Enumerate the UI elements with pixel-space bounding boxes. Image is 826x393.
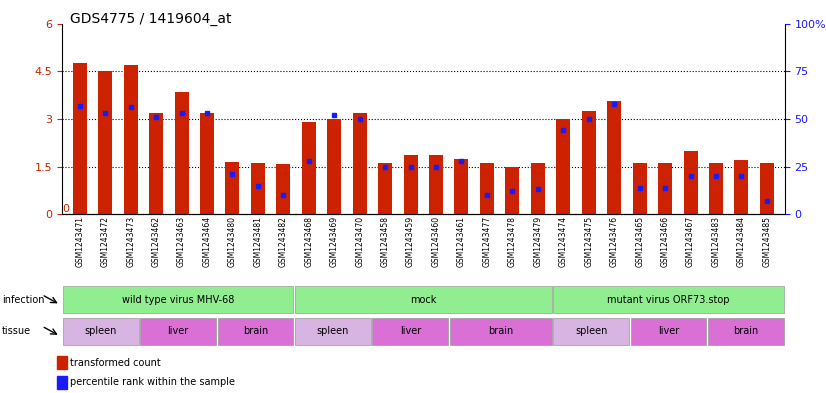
Bar: [150, 112, 163, 214]
Text: GSM1243478: GSM1243478: [508, 216, 517, 267]
Text: GSM1243459: GSM1243459: [406, 216, 415, 267]
Bar: [301, 122, 316, 214]
Bar: [556, 119, 570, 214]
Text: GSM1243464: GSM1243464: [202, 216, 211, 267]
FancyBboxPatch shape: [295, 318, 371, 345]
Text: GSM1243482: GSM1243482: [279, 216, 287, 267]
Text: liver: liver: [658, 326, 679, 336]
Text: GSM1243479: GSM1243479: [534, 216, 543, 267]
Text: transformed count: transformed count: [70, 358, 161, 368]
Text: GSM1243474: GSM1243474: [559, 216, 567, 267]
Bar: [327, 119, 341, 214]
Bar: [73, 63, 87, 214]
Bar: [378, 163, 392, 214]
FancyBboxPatch shape: [373, 318, 449, 345]
Text: brain: brain: [243, 326, 268, 336]
FancyBboxPatch shape: [63, 318, 139, 345]
Text: GSM1243458: GSM1243458: [381, 216, 390, 267]
Bar: [404, 155, 418, 214]
Text: GSM1243469: GSM1243469: [330, 216, 339, 267]
Bar: [760, 163, 774, 214]
Text: GSM1243468: GSM1243468: [304, 216, 313, 267]
FancyBboxPatch shape: [140, 318, 216, 345]
Text: percentile rank within the sample: percentile rank within the sample: [70, 377, 235, 387]
FancyBboxPatch shape: [63, 286, 293, 313]
Bar: [277, 164, 291, 214]
Bar: [582, 111, 596, 214]
Text: spleen: spleen: [317, 326, 349, 336]
Bar: [454, 159, 468, 214]
Text: GSM1243475: GSM1243475: [584, 216, 593, 267]
FancyBboxPatch shape: [450, 318, 552, 345]
Bar: [480, 163, 494, 214]
Text: spleen: spleen: [84, 326, 116, 336]
Bar: [506, 167, 520, 214]
Bar: [658, 163, 672, 214]
FancyBboxPatch shape: [553, 318, 629, 345]
Text: GSM1243484: GSM1243484: [737, 216, 746, 267]
Text: brain: brain: [733, 326, 758, 336]
Bar: [58, 356, 67, 369]
Bar: [98, 71, 112, 214]
Bar: [633, 163, 647, 214]
Text: 0: 0: [62, 204, 69, 214]
Text: spleen: spleen: [575, 326, 607, 336]
Bar: [353, 112, 367, 214]
Bar: [200, 112, 214, 214]
FancyBboxPatch shape: [295, 286, 552, 313]
FancyBboxPatch shape: [630, 318, 706, 345]
Text: GSM1243476: GSM1243476: [610, 216, 619, 267]
Bar: [607, 101, 621, 214]
Text: wild type virus MHV-68: wild type virus MHV-68: [122, 295, 235, 305]
Bar: [225, 162, 240, 214]
Bar: [124, 65, 138, 214]
Text: GSM1243471: GSM1243471: [75, 216, 84, 267]
Bar: [429, 155, 443, 214]
Text: GSM1243460: GSM1243460: [431, 216, 440, 267]
Text: GSM1243473: GSM1243473: [126, 216, 135, 267]
Text: GSM1243472: GSM1243472: [101, 216, 110, 267]
Text: liver: liver: [168, 326, 188, 336]
Text: GSM1243470: GSM1243470: [355, 216, 364, 267]
Bar: [174, 92, 188, 214]
Text: GSM1243461: GSM1243461: [457, 216, 466, 267]
Text: tissue: tissue: [2, 326, 31, 336]
Bar: [684, 151, 697, 214]
Text: mock: mock: [411, 295, 436, 305]
Text: GSM1243477: GSM1243477: [482, 216, 491, 267]
FancyBboxPatch shape: [708, 318, 784, 345]
Text: GDS4775 / 1419604_at: GDS4775 / 1419604_at: [70, 12, 232, 26]
Text: GSM1243465: GSM1243465: [635, 216, 644, 267]
Text: GSM1243462: GSM1243462: [152, 216, 160, 267]
Bar: [709, 163, 723, 214]
Text: infection: infection: [2, 295, 44, 305]
Text: GSM1243463: GSM1243463: [177, 216, 186, 267]
Text: GSM1243485: GSM1243485: [762, 216, 771, 267]
Bar: [251, 163, 265, 214]
Text: brain: brain: [488, 326, 514, 336]
Text: GSM1243467: GSM1243467: [686, 216, 695, 267]
Text: GSM1243480: GSM1243480: [228, 216, 237, 267]
Text: liver: liver: [400, 326, 421, 336]
Bar: [58, 376, 67, 389]
Text: GSM1243483: GSM1243483: [711, 216, 720, 267]
Text: GSM1243481: GSM1243481: [254, 216, 263, 267]
Bar: [734, 160, 748, 214]
Bar: [531, 163, 545, 214]
FancyBboxPatch shape: [553, 286, 784, 313]
Text: GSM1243466: GSM1243466: [661, 216, 670, 267]
Text: mutant virus ORF73.stop: mutant virus ORF73.stop: [607, 295, 730, 305]
FancyBboxPatch shape: [217, 318, 293, 345]
